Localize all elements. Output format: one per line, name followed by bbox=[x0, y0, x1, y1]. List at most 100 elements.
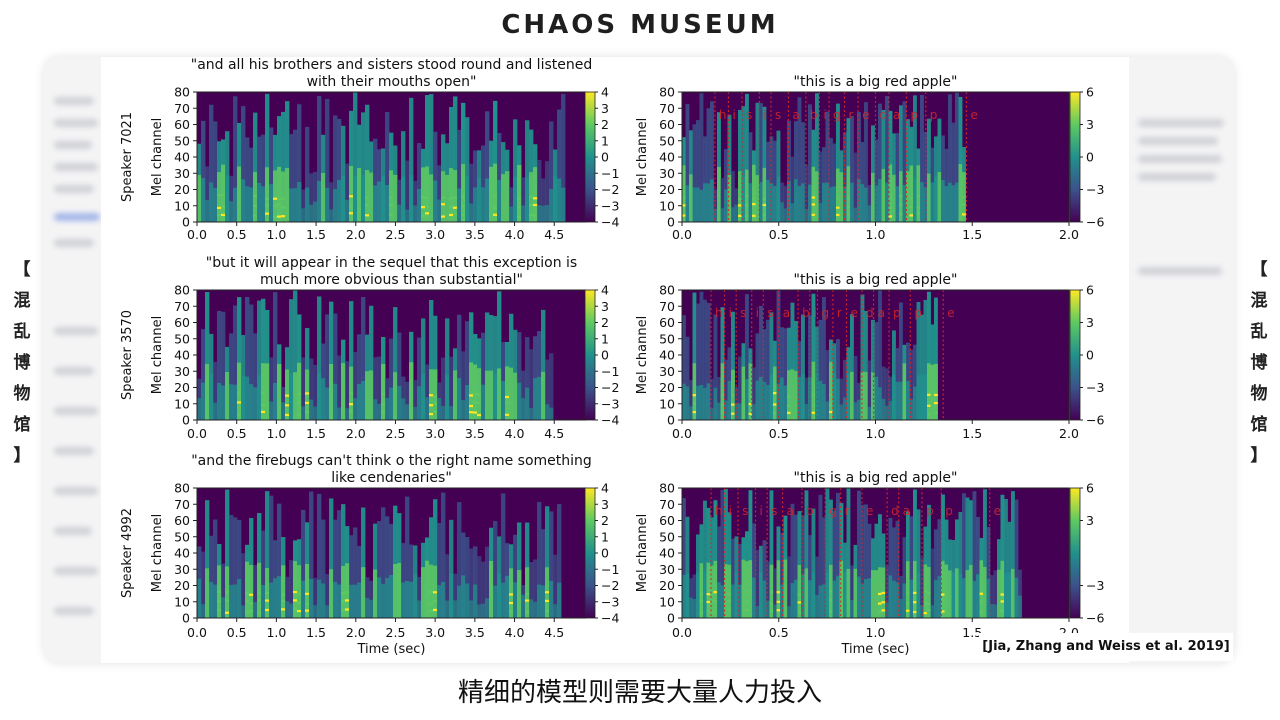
y-tick-label: 20 bbox=[659, 182, 675, 197]
y-tick-label: 70 bbox=[174, 497, 190, 512]
heatmap-cells bbox=[197, 290, 554, 420]
x-tick-label: 3.0 bbox=[425, 227, 445, 242]
x-tick-label: 1.0 bbox=[266, 426, 286, 441]
colorbar-tick-label: −6 bbox=[1086, 611, 1104, 626]
y-tick-label: 40 bbox=[174, 150, 190, 165]
spectrogram-figure: "and all his brothers and sisters stood … bbox=[101, 57, 1129, 663]
colorbar-tick-label: 3 bbox=[1086, 117, 1094, 132]
side-char: 【 bbox=[13, 260, 31, 280]
y-tick-label: 50 bbox=[174, 133, 190, 148]
phoneme-label: h bbox=[719, 108, 727, 122]
x-tick-label: 0.0 bbox=[187, 227, 207, 242]
y-tick-label: 70 bbox=[659, 497, 675, 512]
phoneme-label: d bbox=[880, 108, 888, 122]
side-char: 乱 bbox=[13, 322, 31, 342]
panel-title: "this is a big red apple" bbox=[794, 272, 958, 288]
phoneme-label: d bbox=[891, 504, 899, 518]
y-tick-label: 50 bbox=[174, 529, 190, 544]
colorbar-tick-label: 0 bbox=[601, 546, 609, 561]
y-tick-label: 80 bbox=[659, 283, 675, 298]
y-tick-label: 0 bbox=[182, 611, 190, 626]
spectrogram-panel: "this is a big red apple"h i s i s a b g r e d a p p e… bbox=[635, 470, 1104, 657]
phoneme-label: g bbox=[821, 306, 829, 320]
spectrogram-panel: "this is a big red apple"h i s i s a b i g r e d a p p… bbox=[635, 74, 1104, 242]
x-tick-label: 4.0 bbox=[505, 426, 525, 441]
x-tick-label: 0.5 bbox=[227, 227, 247, 242]
side-char: 馆 bbox=[1250, 415, 1268, 435]
side-label-left: 【 混 乱 博 物 馆 】 bbox=[10, 255, 34, 472]
blurred-line bbox=[1138, 119, 1224, 127]
spectrogram-panel: "and the firebugs can't think o the righ… bbox=[120, 453, 619, 657]
colorbar-tick-label: 3 bbox=[1086, 315, 1094, 330]
x-tick-label: 0.5 bbox=[769, 227, 789, 242]
phoneme-label: h bbox=[715, 504, 723, 518]
y-tick-label: 50 bbox=[174, 331, 190, 346]
y-tick-label: 70 bbox=[174, 299, 190, 314]
side-char: 【 bbox=[1250, 260, 1268, 280]
side-char: 博 bbox=[1250, 353, 1268, 373]
y-axis-label: Mel channel bbox=[150, 316, 165, 394]
y-tick-label: 0 bbox=[182, 413, 190, 428]
colorbar-tick-label: −2 bbox=[601, 380, 619, 395]
heatmap-cells bbox=[197, 92, 566, 222]
side-label-right: 【 混 乱 博 物 馆 】 bbox=[1247, 255, 1271, 472]
panel-title: "and the firebugs can't think o the righ… bbox=[191, 453, 592, 469]
y-tick-label: 10 bbox=[174, 594, 190, 609]
colorbar-tick-label: −1 bbox=[601, 364, 619, 379]
y-tick-label: 40 bbox=[174, 546, 190, 561]
blurred-line bbox=[54, 407, 98, 415]
y-tick-label: 40 bbox=[659, 150, 675, 165]
y-tick-label: 0 bbox=[667, 215, 675, 230]
phoneme-label: s bbox=[746, 108, 752, 122]
x-tick-label: 4.0 bbox=[505, 227, 525, 242]
y-tick-label: 70 bbox=[659, 101, 675, 116]
phoneme-label: i bbox=[823, 108, 826, 122]
blurred-line bbox=[1138, 137, 1218, 145]
x-tick-label: 0.0 bbox=[187, 625, 207, 640]
side-char: 混 bbox=[13, 291, 31, 311]
y-tick-label: 60 bbox=[174, 513, 190, 528]
spectrogram-panel: "but it will appear in the sequel that t… bbox=[120, 255, 619, 441]
phoneme-label: s bbox=[740, 306, 746, 320]
x-axis-label: Time (sec) bbox=[840, 642, 909, 657]
colorbar-tick-label: −4 bbox=[601, 413, 619, 428]
blurred-line bbox=[54, 607, 94, 615]
x-tick-label: 0.0 bbox=[672, 227, 692, 242]
phoneme-label: s bbox=[775, 108, 781, 122]
x-tick-label: 3.0 bbox=[425, 625, 445, 640]
colorbar-tick-label: −3 bbox=[1086, 380, 1104, 395]
phoneme-label: r bbox=[849, 108, 854, 122]
phoneme-label: s bbox=[742, 504, 748, 518]
panel-title: "this is a big red apple" bbox=[794, 74, 958, 90]
y-tick-label: 40 bbox=[659, 348, 675, 363]
phoneme-label: e bbox=[947, 306, 954, 320]
x-tick-label: 1.0 bbox=[866, 625, 886, 640]
colorbar-tick-label: −1 bbox=[601, 562, 619, 577]
colorbar-tick-label: 0 bbox=[601, 348, 609, 363]
y-tick-label: 10 bbox=[659, 594, 675, 609]
side-char: 馆 bbox=[13, 415, 31, 435]
panel-title: "but it will appear in the sequel that t… bbox=[206, 255, 577, 271]
y-tick-label: 50 bbox=[659, 133, 675, 148]
x-tick-label: 0.5 bbox=[227, 625, 247, 640]
phoneme-label: r bbox=[837, 306, 842, 320]
spectrogram-panel: "and all his brothers and sisters stood … bbox=[120, 57, 619, 242]
blurred-line bbox=[54, 567, 98, 575]
blurred-line bbox=[1138, 173, 1216, 181]
panel-title: "and all his brothers and sisters stood … bbox=[191, 57, 592, 73]
phoneme-label: i bbox=[756, 306, 759, 320]
x-tick-label: 1.0 bbox=[266, 625, 286, 640]
phoneme-label: i bbox=[729, 504, 732, 518]
phoneme-label: a bbox=[792, 108, 799, 122]
y-tick-label: 60 bbox=[659, 117, 675, 132]
y-tick-label: 10 bbox=[659, 396, 675, 411]
y-tick-label: 30 bbox=[659, 364, 675, 379]
phoneme-label: e bbox=[862, 108, 869, 122]
blurred-line bbox=[1138, 267, 1222, 275]
x-tick-label: 2.0 bbox=[346, 227, 366, 242]
y-tick-label: 80 bbox=[174, 481, 190, 496]
y-axis-label: Mel channel bbox=[635, 514, 650, 592]
blurred-line bbox=[54, 527, 92, 535]
colorbar-tick-label: 6 bbox=[1086, 481, 1094, 496]
y-tick-label: 80 bbox=[659, 481, 675, 496]
